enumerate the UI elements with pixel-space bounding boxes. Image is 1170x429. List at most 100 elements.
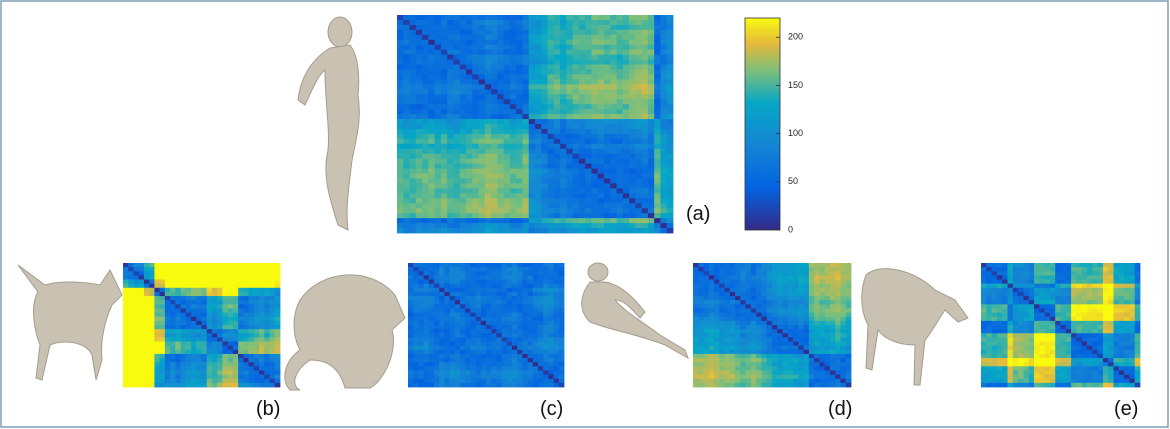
heatmap-cell (548, 317, 554, 322)
heatmap-cell (548, 99, 555, 104)
heatmap-cell (149, 329, 155, 334)
heatmap-cell (470, 275, 476, 280)
heatmap-cell (798, 284, 804, 289)
heatmap-cell (447, 218, 454, 223)
heatmap-cell (1002, 271, 1008, 276)
heatmap-cell (472, 74, 479, 79)
heatmap-cell (783, 313, 789, 318)
heatmap-cell (654, 124, 661, 129)
heatmap-cell (410, 169, 417, 174)
heatmap-cell (481, 325, 487, 330)
heatmap-cell (756, 383, 762, 388)
heatmap-cell (424, 292, 430, 297)
heatmap-cell (814, 308, 820, 313)
heatmap-cell (610, 55, 617, 60)
heatmap-cell (444, 333, 450, 338)
heatmap-cell (693, 333, 699, 338)
heatmap-cell (814, 333, 820, 338)
heatmap-cell (123, 284, 129, 289)
heatmap-cell (434, 354, 440, 359)
heatmap-cell (476, 366, 482, 371)
heatmap-cell (228, 296, 234, 301)
heatmap-cell (128, 271, 134, 276)
heatmap-cell (1013, 280, 1019, 285)
heatmap-cell (535, 129, 542, 134)
heatmap-cell (416, 60, 423, 65)
heatmap-cell (497, 208, 504, 213)
heatmap-cell (610, 198, 617, 203)
heatmap-cell (160, 321, 166, 326)
heatmap-cell (573, 45, 580, 50)
heatmap-cell (814, 321, 820, 326)
heatmap-cell (1124, 275, 1130, 280)
heatmap-cell (259, 313, 265, 318)
heatmap-cell (579, 164, 586, 169)
heatmap-cell (825, 304, 831, 309)
heatmap-cell (746, 346, 752, 351)
heatmap-cell (719, 300, 725, 305)
heatmap-cell (719, 288, 725, 293)
heatmap-cell (840, 296, 846, 301)
heatmap-cell (516, 203, 523, 208)
heatmap-cell (788, 346, 794, 351)
heatmap-cell (207, 292, 213, 297)
heatmap-cell (128, 350, 134, 355)
heatmap-cell (270, 370, 276, 375)
heatmap-cell (275, 346, 281, 351)
heatmap-cell (481, 304, 487, 309)
heatmap-cell (610, 60, 617, 65)
heatmap-cell (642, 139, 649, 144)
heatmap-cell (428, 129, 435, 134)
heatmap-cell (466, 193, 473, 198)
heatmap-cell (709, 288, 715, 293)
heatmap-cell (660, 213, 667, 218)
heatmap-cell (704, 375, 710, 380)
heatmap-cell (543, 366, 549, 371)
heatmap-cell (504, 15, 511, 20)
heatmap-cell (238, 350, 244, 355)
heatmap-cell (424, 321, 430, 326)
heatmap-cell (222, 317, 228, 322)
heatmap-cell (249, 313, 255, 318)
heatmap-cell (714, 296, 720, 301)
heatmap-cell (175, 329, 181, 334)
heatmap-cell (538, 370, 544, 375)
heatmap-cell (397, 99, 404, 104)
heatmap-cell (465, 329, 471, 334)
heatmap-cell (538, 300, 544, 305)
heatmap-cell (181, 296, 187, 301)
heatmap-cell (566, 228, 573, 233)
heatmap-cell (222, 284, 228, 289)
heatmap-cell (648, 179, 655, 184)
heatmap-cell (139, 342, 145, 347)
heatmap-cell (181, 379, 187, 384)
heatmap-cell (840, 370, 846, 375)
heatmap-cell (648, 154, 655, 159)
heatmap-cell (441, 179, 448, 184)
heatmap-cell (165, 329, 171, 334)
heatmap-cell (435, 218, 442, 223)
heatmap-cell (554, 228, 561, 233)
heatmap-cell (504, 99, 511, 104)
heatmap-cell (767, 366, 773, 371)
heatmap-cell (191, 342, 197, 347)
heatmap-cell (579, 188, 586, 193)
heatmap-cell (264, 313, 270, 318)
heatmap-cell (422, 74, 429, 79)
heatmap-cell (191, 280, 197, 285)
heatmap-cell (128, 308, 134, 313)
heatmap-cell (604, 149, 611, 154)
heatmap-cell (761, 275, 767, 280)
heatmap-cell (1092, 263, 1098, 268)
heatmap-cell (585, 50, 592, 55)
heatmap-cell (428, 183, 435, 188)
heatmap-cell (604, 94, 611, 99)
heatmap-cell (243, 337, 249, 342)
heatmap-cell (591, 94, 598, 99)
heatmap-cell (730, 321, 736, 326)
heatmap-cell (228, 275, 234, 280)
heatmap-cell (579, 174, 586, 179)
heatmap-cell (522, 284, 528, 289)
heatmap-cell (460, 79, 467, 84)
heatmap-cell (497, 193, 504, 198)
